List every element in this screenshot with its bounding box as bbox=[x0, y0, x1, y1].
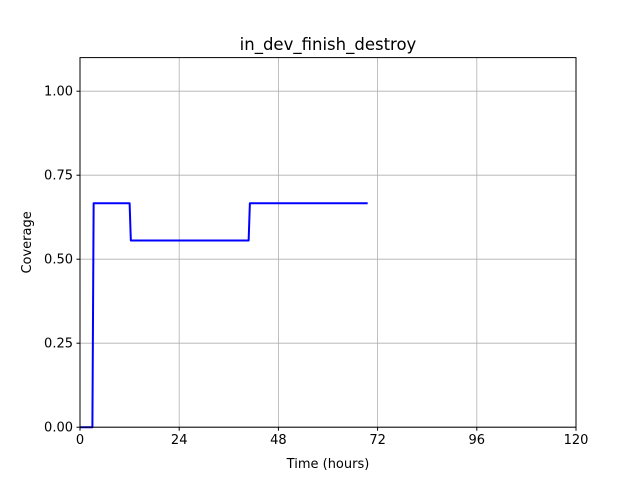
y-tick-label: 1.00 bbox=[44, 85, 73, 100]
y-tick-label: 0.75 bbox=[44, 169, 73, 184]
x-axis-label: Time (hours) bbox=[286, 457, 370, 472]
y-tick-label: 0.50 bbox=[44, 253, 73, 268]
x-axis-ticks: 0 24 48 72 96 120 bbox=[76, 427, 589, 448]
x-tick-label: 96 bbox=[469, 433, 486, 448]
y-axis-ticks: 0.00 0.25 0.50 0.75 1.00 bbox=[44, 85, 80, 436]
plot-frame bbox=[79, 57, 577, 428]
chart-title: in_dev_finish_destroy bbox=[240, 35, 417, 55]
x-tick-label: 72 bbox=[369, 433, 386, 448]
y-tick-label: 0.00 bbox=[44, 421, 73, 436]
x-tick-label: 24 bbox=[171, 433, 188, 448]
y-tick-label: 0.25 bbox=[44, 337, 73, 352]
y-axis-label: Coverage bbox=[20, 211, 35, 273]
x-tick-label: 0 bbox=[76, 433, 84, 448]
coverage-series-line bbox=[80, 202, 368, 429]
x-tick-label: 48 bbox=[270, 433, 287, 448]
x-tick-label: 120 bbox=[564, 433, 589, 448]
series-layer bbox=[80, 202, 368, 429]
